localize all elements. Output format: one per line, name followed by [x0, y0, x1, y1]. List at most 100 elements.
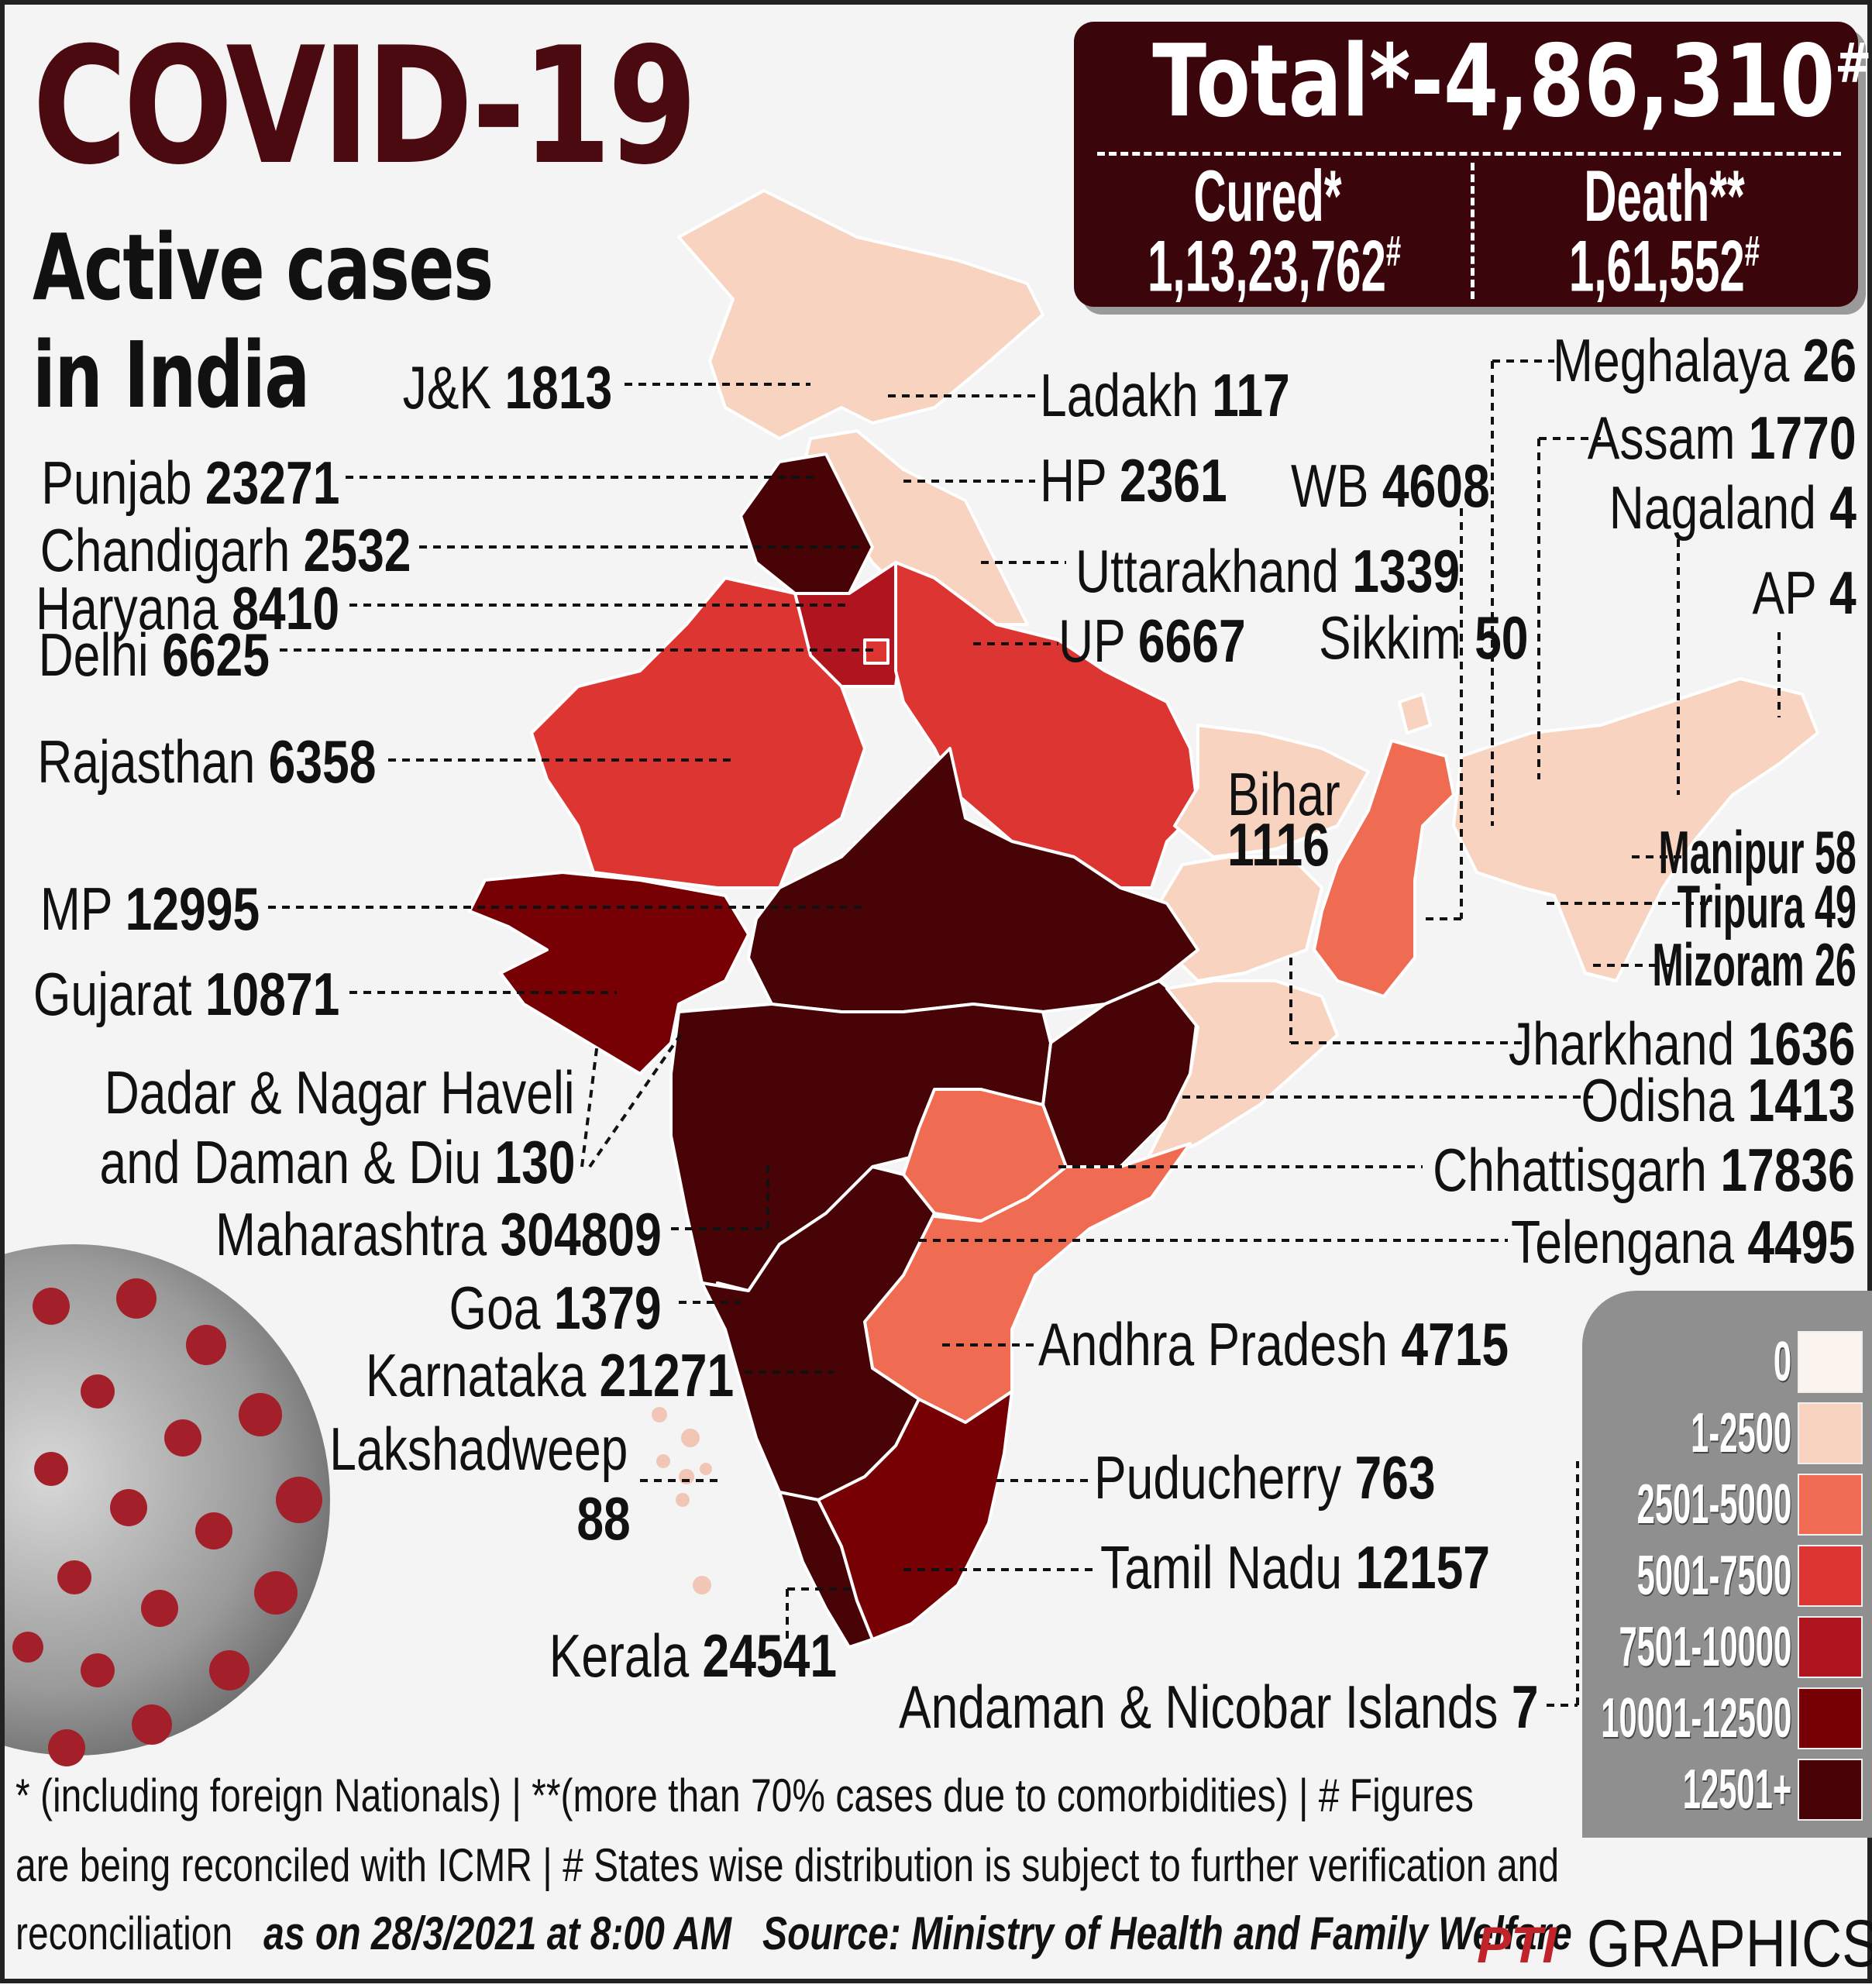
footer-line-2: are being reconciled with ICMR | # State…: [15, 1839, 1560, 1891]
label-punjab: Punjab 23271: [40, 449, 339, 517]
label-tamil-nadu: Tamil Nadu 12157: [1100, 1533, 1490, 1601]
subtitle-line-2: in India: [33, 322, 310, 429]
region-up: [894, 561, 1199, 889]
graphics-text: GRAPHICS: [1587, 1907, 1872, 1981]
label-assam: Assam 1770: [1588, 404, 1857, 472]
legend-swatch: [1798, 1474, 1863, 1536]
legend-label: 7501-10000: [1619, 1616, 1791, 1678]
label-manipur: Manipur 58: [1658, 818, 1857, 886]
legend-label: 5001-7500: [1636, 1545, 1791, 1607]
cured-mark: #: [1385, 226, 1402, 275]
legend-label: 10001-12500: [1600, 1687, 1791, 1749]
legend-item: 1-2500: [1582, 1402, 1872, 1464]
lakshadweep-islands: [652, 1407, 712, 1594]
region-sikkim: [1398, 693, 1432, 734]
color-legend: 0 1-2500 2501-5000 5001-7500 7501-10000 10001…: [1582, 1291, 1872, 1838]
label-gujarat: Gujarat 10871: [33, 960, 340, 1028]
region-bihar: [1173, 724, 1370, 858]
legend-item: 5001-7500: [1582, 1545, 1872, 1607]
label-hp: HP 2361: [1040, 446, 1227, 514]
footer-note-end: reconciliation: [15, 1907, 233, 1959]
label-andaman: Andaman & Nicobar Islands 7: [899, 1673, 1539, 1741]
legend-swatch: [1798, 1545, 1863, 1607]
label-nagaland: Nagaland 4: [1609, 473, 1857, 542]
label-ap-arunachal: AP 4: [1752, 559, 1857, 627]
region-rajasthan: [530, 576, 866, 889]
region-gujarat: [468, 871, 750, 1075]
death-value-line: 1,61,552#: [1544, 229, 1784, 302]
virus-spikes: [12, 1278, 322, 1766]
label-mp: MP 12995: [40, 875, 260, 943]
label-wb: WB 4608: [1291, 452, 1490, 520]
label-chhattisgarh: Chhattisgarh 17836: [1433, 1136, 1855, 1204]
legend-label: 1-2500: [1690, 1402, 1791, 1464]
label-lakshadweep: Lakshadweep: [329, 1415, 628, 1483]
label-lakshadweep-value: 88: [576, 1484, 631, 1553]
virus-illustration: [5, 1244, 330, 1766]
region-karnataka: [700, 1165, 936, 1501]
legend-item: 10001-12500: [1582, 1687, 1872, 1749]
footer-line-3: reconciliation as on 28/3/2021 at 8:00 A…: [15, 1911, 1572, 1957]
region-wb: [1313, 739, 1455, 998]
as-of-date: as on 28/3/2021 at 8:00 AM: [263, 1907, 732, 1959]
death-value: 1,61,552: [1568, 225, 1745, 307]
label-ladakh: Ladakh 117: [1040, 361, 1290, 429]
legend-swatch: [1798, 1616, 1863, 1678]
label-jharkhand: Jharkhand 1636: [1508, 1009, 1855, 1078]
label-bihar-value: 1116: [1227, 810, 1330, 879]
virus-body: [5, 1244, 330, 1756]
label-mizoram: Mizoram 26: [1652, 930, 1857, 999]
legend-label: 12501+: [1682, 1759, 1791, 1821]
total-mark: #: [1835, 31, 1872, 95]
legend-swatch: [1798, 1402, 1863, 1464]
leader-lines: [268, 359, 1781, 1707]
label-andhra-pradesh: Andhra Pradesh 4715: [1038, 1310, 1509, 1378]
label-goa: Goa 1379: [449, 1274, 662, 1342]
label-delhi: Delhi 6625: [38, 621, 270, 689]
totals-vertical-divider: [1471, 163, 1475, 299]
legend-item: 0: [1582, 1331, 1872, 1393]
pti-graphics-credit: PTI GRAPHICS: [1469, 1911, 1872, 1977]
legend-swatch: [1798, 1687, 1863, 1749]
total-line: Total*-4,86,310#: [1152, 33, 1871, 132]
totals-divider: [1097, 152, 1841, 156]
label-haryana: Haryana 8410: [35, 574, 339, 642]
region-northeast: [1452, 677, 1819, 982]
label-tripura: Tripura 49: [1677, 872, 1857, 941]
label-jk: J&K 1813: [402, 353, 612, 421]
label-rajasthan: Rajasthan 6358: [36, 727, 376, 796]
label-dnh-line1: Dadar & Nagar Haveli: [105, 1058, 575, 1126]
label-uttarakhand: Uttarakhand 1339: [1075, 537, 1461, 605]
legend-swatch: [1798, 1331, 1863, 1393]
legend-item: 12501+: [1582, 1759, 1872, 1821]
label-odisha: Odisha 1413: [1581, 1066, 1855, 1134]
legend-swatch: [1798, 1759, 1863, 1821]
label-sikkim: Sikkim 50: [1319, 604, 1529, 672]
label-dnh-line2: and Daman & Diu 130: [99, 1128, 575, 1196]
footer-line-1: * (including foreign Nationals) | **(mor…: [15, 1770, 1474, 1821]
cured-value-line: 1,13,23,762#: [1148, 229, 1401, 302]
region-delhi: [863, 638, 890, 665]
death-mark: #: [1744, 226, 1760, 275]
legend-label: 2501-5000: [1636, 1474, 1791, 1536]
label-meghalaya: Meghalaya 26: [1552, 326, 1857, 394]
label-karnataka: Karnataka 21271: [365, 1341, 734, 1409]
label-maharashtra: Maharashtra 304809: [215, 1200, 662, 1268]
total-label: Total*-: [1152, 24, 1444, 139]
pti-logo: PTI: [1477, 1916, 1557, 1973]
source: Source: Ministry of Health and Family We…: [762, 1907, 1572, 1959]
death-label: Death**: [1584, 155, 1745, 236]
legend-label: 0: [1773, 1331, 1791, 1393]
total-value: 4,86,310: [1444, 24, 1836, 139]
cured-label: Cured*: [1193, 155, 1342, 236]
subtitle-line-1: Active cases: [33, 214, 494, 321]
subtitle: Active cases in India: [33, 214, 494, 429]
legend-item: 2501-5000: [1582, 1474, 1872, 1536]
region-odisha: [1142, 979, 1339, 1168]
region-tamil-nadu: [817, 1390, 1013, 1641]
india-map: [268, 189, 1819, 1707]
label-telengana: Telengana 4495: [1510, 1208, 1855, 1276]
label-up: UP 6667: [1058, 607, 1246, 675]
label-chandigarh: Chandigarh 2532: [40, 516, 411, 584]
